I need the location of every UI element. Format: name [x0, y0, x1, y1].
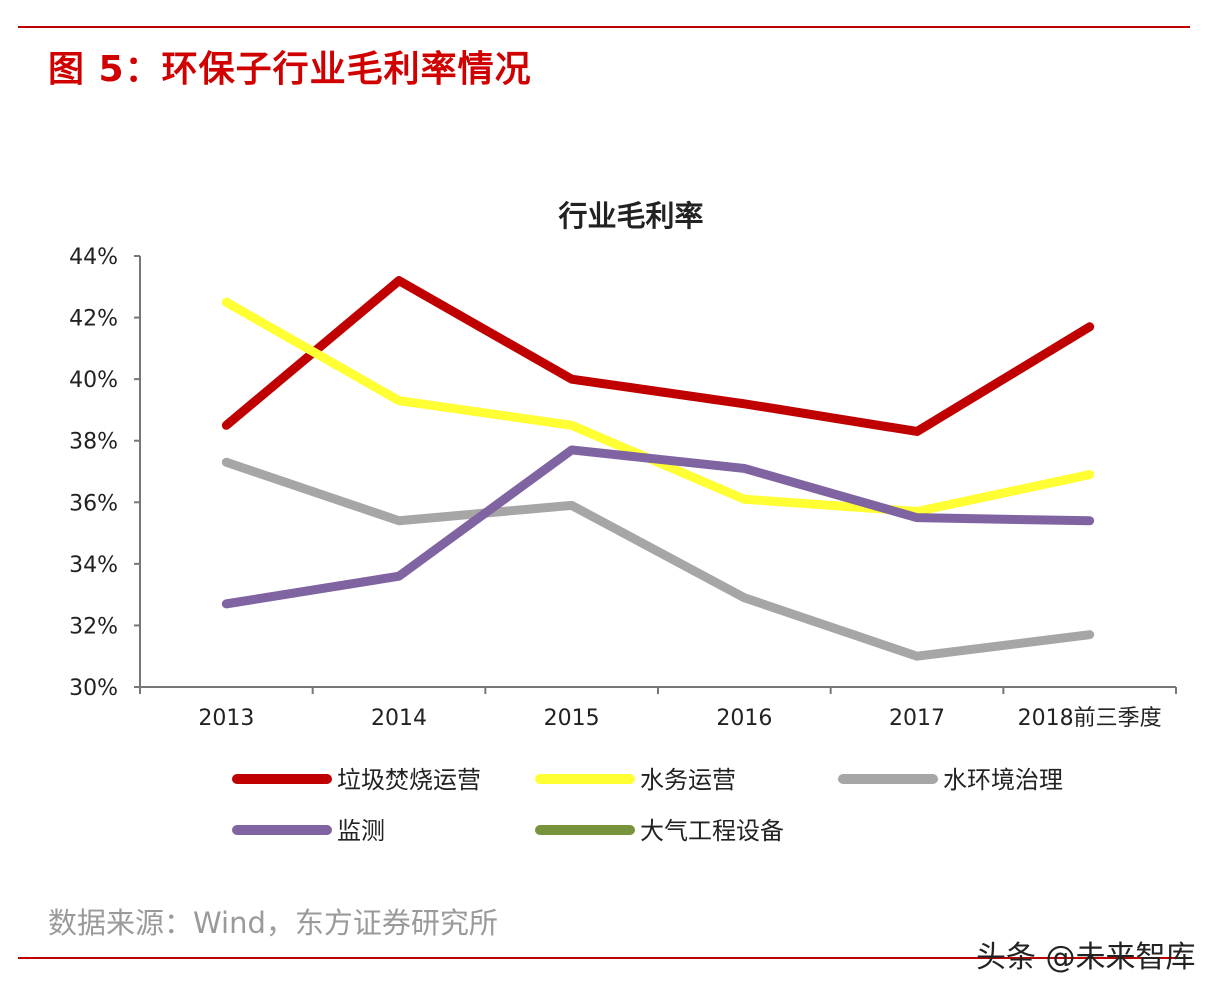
y-tick-label: 44%: [69, 245, 118, 270]
x-tick-label: 2018前三季度: [1018, 706, 1162, 731]
legend-label: 大气工程设备: [640, 817, 784, 845]
legend-label: 监测: [337, 817, 385, 845]
chart-title: 行业毛利率: [557, 199, 703, 233]
source-note: 数据来源：Wind，东方证券研究所: [48, 906, 498, 940]
legend-label: 水环境治理: [943, 766, 1063, 794]
bottom-rule: [18, 957, 1190, 959]
y-tick-label: 40%: [69, 368, 118, 393]
figure-title: 图 5：环保子行业毛利率情况: [48, 49, 532, 90]
y-tick-label: 34%: [69, 553, 118, 578]
series-line: [221, 457, 1095, 661]
top-rule: [18, 26, 1190, 28]
x-tick-label: 2015: [544, 706, 600, 731]
axes: 30% 32% 34% 36% 38% 40% 42% 44% 2013 2014 2015 2016…: [69, 245, 1177, 731]
x-tick-label: 2014: [371, 706, 427, 731]
y-tick-label: 36%: [69, 491, 118, 516]
x-tick-label: 2013: [198, 706, 254, 731]
x-tick-label: 2016: [716, 706, 772, 731]
watermark: 头条 @未来智库: [976, 940, 1196, 975]
y-tick-label: 38%: [69, 430, 118, 455]
series-lines: [221, 276, 1095, 661]
series-line: [221, 276, 1095, 436]
legend-label: 水务运营: [640, 766, 736, 794]
series-line: [221, 445, 1095, 609]
x-tick-label: 2017: [889, 706, 945, 731]
y-tick-label: 42%: [69, 307, 118, 332]
y-tick-label: 30%: [69, 676, 118, 701]
y-tick-label: 32%: [69, 614, 118, 639]
legend-label: 垃圾焚烧运营: [337, 766, 481, 794]
